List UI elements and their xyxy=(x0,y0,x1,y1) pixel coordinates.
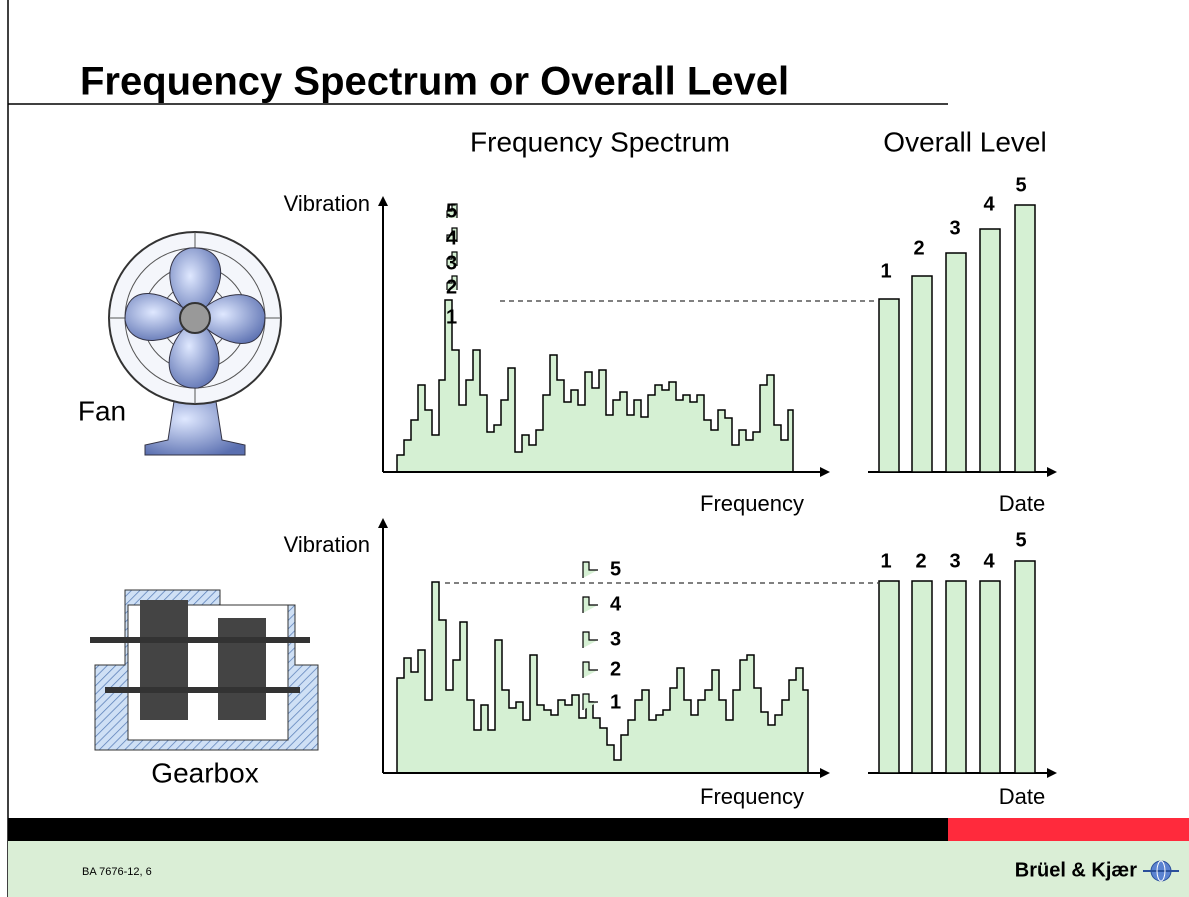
peak-label: 5 xyxy=(610,558,621,580)
bar-label: 4 xyxy=(983,550,995,572)
machine-label: Fan xyxy=(78,395,126,426)
level-bar xyxy=(1014,204,1036,473)
peak-label: 4 xyxy=(446,227,458,249)
y-axis-label: Vibration xyxy=(284,191,370,216)
bottom-panel: Vibration Frequency Date 1 2 3 4 5 1 2 3… xyxy=(284,518,1057,809)
level-bar xyxy=(1014,560,1036,774)
level-bar xyxy=(945,252,967,473)
peak-label: 1 xyxy=(446,306,457,328)
bar-label: 1 xyxy=(880,550,891,572)
bar-label: 2 xyxy=(913,237,924,259)
level-bar xyxy=(911,275,933,473)
machine-label: Gearbox xyxy=(151,757,258,788)
slide-title: Frequency Spectrum or Overall Level xyxy=(80,60,789,104)
level-bar xyxy=(979,228,1001,473)
peak-label: 3 xyxy=(446,252,457,274)
peak-marks xyxy=(582,561,598,710)
peak-label: 4 xyxy=(610,593,622,615)
fan-icon xyxy=(108,231,282,456)
brand-logo xyxy=(1143,860,1179,882)
bar-label: 3 xyxy=(949,217,960,239)
spectrum xyxy=(396,299,794,473)
bar-label: 4 xyxy=(983,193,995,215)
peak-label: 3 xyxy=(610,628,621,650)
spectrum xyxy=(396,581,809,774)
brand: Brüel & Kjær xyxy=(1015,859,1137,881)
x-axis-label: Frequency xyxy=(700,491,804,516)
top-panel: Vibration Frequency Date 1 2 3 4 5 1 2 3… xyxy=(284,174,1057,516)
heading: Frequency Spectrum xyxy=(470,126,730,157)
bar-label: 5 xyxy=(1015,529,1026,551)
heading: Overall Level xyxy=(883,126,1046,157)
footer-code: BA 7676-12, 6 xyxy=(82,866,152,878)
y-axis-label: Vibration xyxy=(284,532,370,557)
level-bar xyxy=(878,298,900,473)
footer xyxy=(8,841,1189,897)
level-bar xyxy=(878,580,900,774)
footer-bar xyxy=(8,818,948,841)
level-bar xyxy=(945,580,967,774)
bar-label: 3 xyxy=(949,550,960,572)
peak-marks xyxy=(446,203,458,290)
gearbox-icon xyxy=(90,589,319,751)
footer-accent xyxy=(948,818,1189,841)
peak-label: 1 xyxy=(610,691,621,713)
level-bar xyxy=(979,580,1001,774)
x-axis-label: Frequency xyxy=(700,784,804,809)
x-axis-label: Date xyxy=(999,784,1045,809)
bar-label: 5 xyxy=(1015,174,1026,196)
peak-label: 2 xyxy=(610,658,621,680)
level-bar xyxy=(911,580,933,774)
bar-label: 2 xyxy=(915,550,926,572)
x-axis-label: Date xyxy=(999,491,1045,516)
bar-label: 1 xyxy=(880,260,891,282)
peak-label: 5 xyxy=(446,200,457,222)
peak-label: 2 xyxy=(446,276,457,298)
